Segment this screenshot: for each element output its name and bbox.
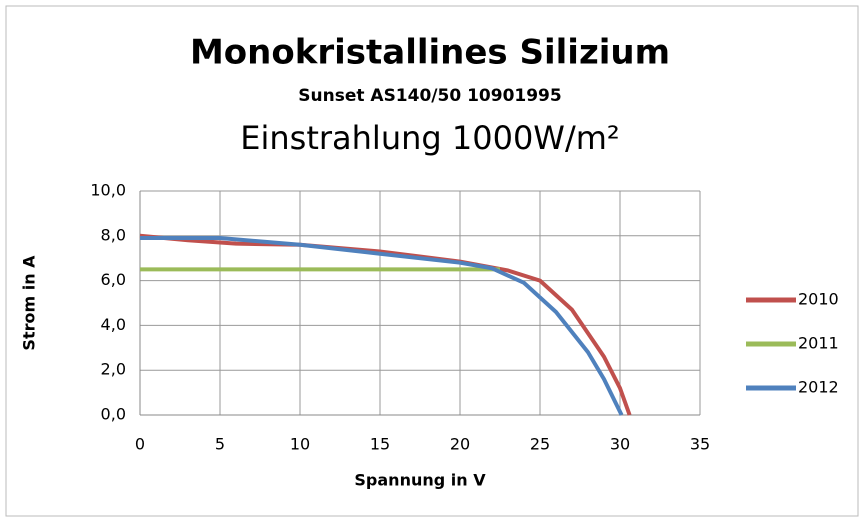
y-tick-label: 2,0 <box>101 360 126 379</box>
x-tick-label: 25 <box>530 435 550 454</box>
x-axis-label: Spannung in V <box>354 471 486 490</box>
series-line <box>140 236 624 416</box>
chart-title: Monokristallines Silizium <box>190 33 670 73</box>
x-tick-label: 35 <box>690 435 710 454</box>
x-tick-label: 10 <box>290 435 310 454</box>
legend-label: 2010 <box>798 290 839 309</box>
y-axis-label: Strom in A <box>20 255 39 351</box>
y-tick-label: 0,0 <box>101 405 126 424</box>
y-tick-label: 4,0 <box>101 315 126 334</box>
x-tick-label: 15 <box>370 435 390 454</box>
legend-label: 2011 <box>798 334 839 353</box>
x-tick-label: 0 <box>135 435 145 454</box>
chart-subtitle: Einstrahlung 1000W/m² <box>240 119 619 157</box>
y-tick-label: 8,0 <box>101 225 126 244</box>
x-tick-label: 20 <box>450 435 470 454</box>
x-tick-label: 5 <box>215 435 225 454</box>
x-tick-label: 30 <box>610 435 630 454</box>
chart-subtitle: Sunset AS140/50 10901995 <box>298 86 561 106</box>
legend-label: 2012 <box>798 378 839 397</box>
y-tick-label: 6,0 <box>101 270 126 289</box>
y-tick-label: 10,0 <box>90 181 126 200</box>
